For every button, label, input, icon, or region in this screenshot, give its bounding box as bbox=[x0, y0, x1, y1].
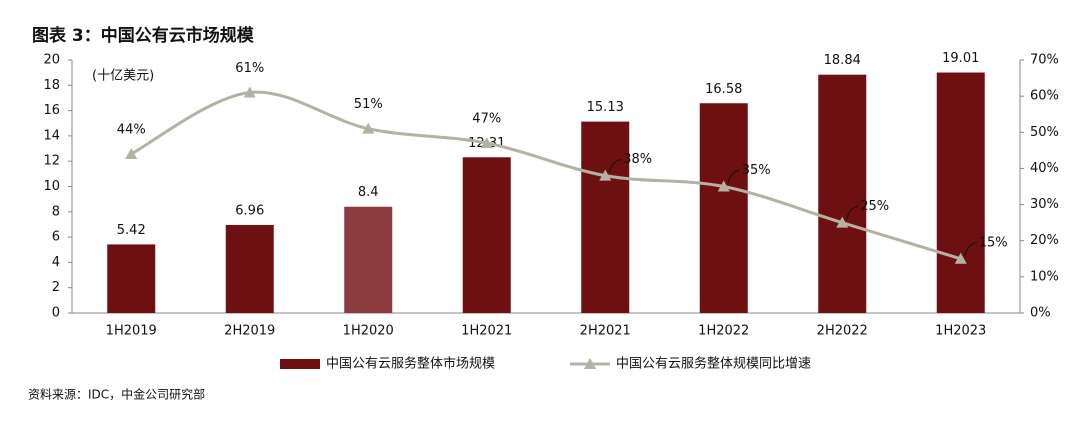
leader-line bbox=[964, 242, 977, 256]
legend-swatch bbox=[280, 359, 320, 369]
bar-value-label: 5.42 bbox=[117, 223, 146, 238]
line-marker bbox=[125, 147, 138, 159]
y-tick-label: 10 bbox=[43, 179, 60, 194]
x-tick-label: 1H2021 bbox=[461, 324, 512, 339]
y2-tick-label: 10% bbox=[1030, 269, 1059, 284]
leader-line bbox=[727, 170, 740, 184]
bar-value-label: 16.58 bbox=[705, 82, 742, 97]
x-tick-label: 1H2020 bbox=[343, 324, 394, 339]
source-note: 资料来源：IDC，中金公司研究部 bbox=[28, 387, 205, 402]
chart-title: 图表 3：中国公有云市场规模 bbox=[32, 25, 255, 46]
line-marker bbox=[954, 252, 967, 264]
line-value-label: 47% bbox=[472, 112, 501, 127]
y2-tick-label: 70% bbox=[1030, 53, 1059, 68]
y-tick-label: 20 bbox=[43, 53, 60, 68]
y-tick-label: 18 bbox=[43, 78, 60, 93]
bar bbox=[462, 157, 511, 313]
x-tick-label: 2H2021 bbox=[580, 324, 631, 339]
y2-tick-label: 50% bbox=[1030, 125, 1059, 140]
y-tick-label: 0 bbox=[52, 306, 60, 321]
leader-line bbox=[845, 206, 859, 220]
line bbox=[130, 90, 962, 261]
y2-tick-label: 30% bbox=[1030, 197, 1059, 212]
y2-tick-label: 0% bbox=[1030, 306, 1051, 321]
x-tick-label: 2H2019 bbox=[224, 324, 275, 339]
y-tick-label: 14 bbox=[43, 128, 60, 143]
bar bbox=[344, 206, 393, 313]
x-tick-label: 1H2022 bbox=[698, 324, 749, 339]
line-value-label: 38% bbox=[623, 152, 652, 167]
x-tick-label: 1H2023 bbox=[935, 324, 986, 339]
bar bbox=[699, 103, 748, 313]
bar-value-label: 18.84 bbox=[824, 53, 861, 68]
line-value-label: 15% bbox=[979, 235, 1008, 250]
bar-value-label: 8.4 bbox=[358, 185, 379, 200]
line-value-label: 35% bbox=[742, 163, 771, 178]
line-value-label: 61% bbox=[235, 61, 264, 76]
bar-value-label: 19.01 bbox=[942, 51, 979, 66]
legend-label: 中国公有云服务整体市场规模 bbox=[326, 356, 495, 372]
y-tick-label: 16 bbox=[43, 103, 60, 118]
line-value-label: 44% bbox=[117, 122, 146, 137]
bar bbox=[818, 74, 867, 313]
line-value-label: 51% bbox=[354, 97, 383, 112]
y-axis-label: (十亿美元) bbox=[92, 69, 154, 84]
x-tick-label: 2H2022 bbox=[817, 324, 868, 339]
x-tick-label: 1H2019 bbox=[106, 324, 157, 339]
y-tick-label: 2 bbox=[52, 280, 60, 295]
y2-tick-label: 20% bbox=[1030, 233, 1059, 248]
y-tick-label: 12 bbox=[43, 154, 60, 169]
line-marker bbox=[717, 180, 730, 192]
y2-tick-label: 40% bbox=[1030, 161, 1059, 176]
bar-value-label: 15.13 bbox=[587, 100, 624, 115]
y-tick-label: 8 bbox=[52, 204, 60, 219]
bar bbox=[225, 224, 274, 313]
line-marker bbox=[599, 169, 612, 181]
bar-value-label: 6.96 bbox=[235, 203, 264, 218]
y-tick-label: 4 bbox=[52, 255, 60, 270]
bar bbox=[107, 244, 156, 313]
bar bbox=[936, 72, 985, 313]
bar bbox=[581, 121, 630, 313]
line-marker bbox=[243, 86, 256, 98]
legend-marker bbox=[584, 358, 596, 369]
line-marker bbox=[480, 137, 493, 149]
line-marker bbox=[836, 216, 849, 228]
line-marker bbox=[362, 122, 375, 134]
y-tick-label: 6 bbox=[52, 230, 60, 245]
leader-line bbox=[608, 159, 622, 173]
legend-label: 中国公有云服务整体规模同比增速 bbox=[616, 356, 811, 372]
line-value-label: 25% bbox=[860, 199, 889, 214]
y2-tick-label: 60% bbox=[1030, 89, 1059, 104]
